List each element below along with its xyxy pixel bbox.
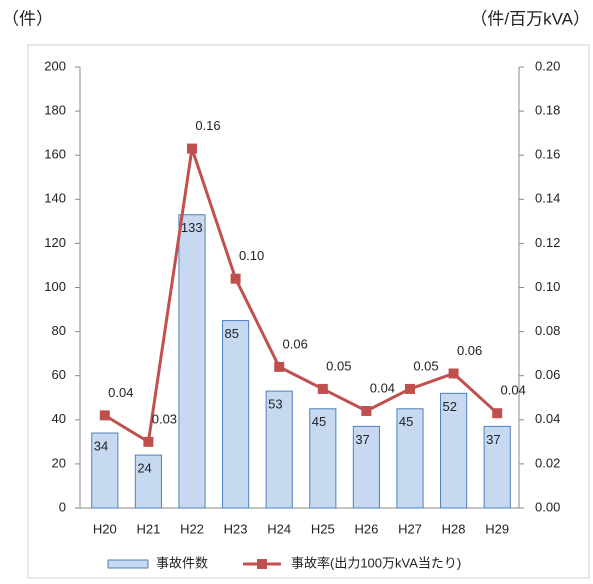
- line-marker: [448, 368, 459, 379]
- x-tick-label: H21: [136, 521, 160, 536]
- x-tick-label: H24: [267, 521, 291, 536]
- line-marker: [361, 405, 372, 416]
- x-tick-label: H26: [354, 521, 378, 536]
- bar: [265, 390, 293, 509]
- bar: [483, 425, 511, 509]
- line-marker: [492, 408, 503, 419]
- line-value-label: 0.05: [413, 358, 438, 373]
- line-value-label: 0.03: [152, 411, 177, 426]
- bar: [178, 214, 206, 509]
- bar-value-label: 37: [355, 432, 369, 447]
- y-tick-label: 80: [52, 323, 66, 338]
- line-value-label: 0.04: [108, 385, 133, 400]
- bar: [396, 408, 424, 509]
- bar: [309, 408, 337, 509]
- x-tick-label: H23: [224, 521, 248, 536]
- line-value-label: 0.16: [195, 118, 220, 133]
- y2-axis-label: （件/百万kVA）: [470, 9, 590, 28]
- bar-value-label: 24: [137, 461, 151, 476]
- y2-tick-label: 0.16: [535, 147, 560, 162]
- x-tick-label: H28: [442, 521, 466, 536]
- legend-swatch: [107, 559, 149, 569]
- y-tick-label: 40: [52, 411, 66, 426]
- bar-value-label: 45: [312, 414, 326, 429]
- bar-value-label: 133: [181, 220, 203, 235]
- y-tick-label: 140: [44, 191, 66, 206]
- bar-value-label: 53: [268, 397, 282, 412]
- y2-tick-label: 0.04: [535, 411, 560, 426]
- line-marker: [274, 361, 285, 372]
- y2-tick-label: 0.06: [535, 367, 560, 382]
- y2-tick-label: 0.18: [535, 103, 560, 118]
- y2-tick-label: 0.00: [535, 499, 560, 514]
- line-value-label: 0.06: [457, 343, 482, 358]
- y2-tick-label: 0.12: [535, 235, 560, 250]
- line-marker: [317, 383, 328, 394]
- line-value-label: 0.10: [239, 248, 264, 263]
- line: [104, 148, 499, 445]
- y-tick-label: 200: [44, 58, 66, 73]
- bar: [352, 425, 380, 509]
- legend-label: 事故率(出力100万kVA当たり): [291, 555, 461, 570]
- legend-marker: [257, 559, 267, 569]
- y-tick-label: 160: [44, 147, 66, 162]
- x-tick-label: H20: [93, 521, 117, 536]
- line-value-label: 0.05: [326, 358, 351, 373]
- y2-tick-label: 0.14: [535, 191, 560, 206]
- y-tick-label: 100: [44, 279, 66, 294]
- bar: [134, 454, 162, 509]
- x-tick-label: H27: [398, 521, 422, 536]
- chart-frame: [27, 44, 590, 579]
- y2-tick-label: 0.02: [535, 455, 560, 470]
- x-tick-label: H22: [180, 521, 204, 536]
- legend-label: 事故件数: [156, 555, 208, 570]
- bar: [222, 320, 250, 509]
- y-tick-label: 180: [44, 103, 66, 118]
- line-value-label: 0.04: [370, 380, 395, 395]
- line-marker: [405, 383, 415, 394]
- line-marker: [187, 143, 197, 154]
- y2-tick-label: 0.10: [535, 279, 560, 294]
- bar-value-label: 37: [486, 432, 500, 447]
- bar-value-label: 34: [94, 438, 108, 453]
- y2-tick-label: 0.08: [535, 323, 560, 338]
- y-tick-label: 60: [52, 367, 66, 382]
- line-marker: [143, 436, 154, 447]
- line-marker: [99, 410, 110, 421]
- bar: [440, 392, 468, 509]
- x-tick-label: H25: [311, 521, 335, 536]
- bar-value-label: 85: [225, 326, 239, 341]
- y-tick-label: 120: [44, 235, 66, 250]
- line-value-label: 0.04: [501, 383, 526, 398]
- line-marker: [230, 273, 241, 284]
- line-value-label: 0.06: [283, 336, 308, 351]
- bar: [91, 432, 119, 509]
- y2-tick-label: 0.20: [535, 58, 560, 73]
- y-tick-label: 0: [59, 499, 66, 514]
- y-axis-label: （件）: [2, 9, 53, 28]
- bar-value-label: 45: [399, 414, 413, 429]
- y-tick-label: 20: [52, 455, 66, 470]
- x-tick-label: H29: [485, 521, 509, 536]
- bar-value-label: 52: [443, 399, 457, 414]
